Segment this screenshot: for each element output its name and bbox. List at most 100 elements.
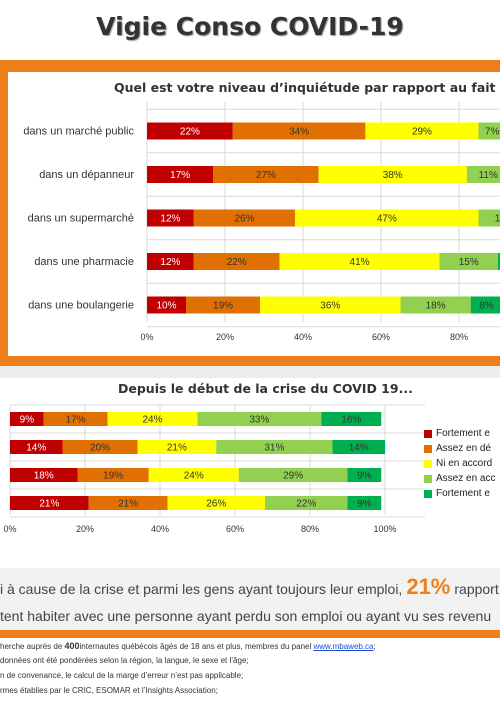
bar-segment — [478, 209, 500, 227]
data-label: 29% — [283, 471, 303, 482]
legend-item: Assez en acc — [424, 471, 500, 486]
bar-segment — [478, 122, 500, 140]
bar-segment — [347, 496, 382, 510]
footer-line-4: rmes établies par le CRIC, ESOMAR et l’I… — [0, 686, 218, 695]
x-tick-label: 0% — [140, 332, 153, 342]
x-tick-label: 60% — [226, 524, 244, 534]
bar-segment — [43, 412, 108, 426]
data-label: 18% — [34, 471, 54, 482]
bar-segment — [10, 468, 78, 482]
footer-text: herche auprès de — [0, 642, 63, 651]
summary-highlight: 21% — [406, 574, 451, 599]
data-label: 36% — [320, 301, 340, 312]
section-divider — [0, 366, 500, 378]
data-label: 19% — [213, 301, 233, 312]
page-title: Vigie Conso COVID-19 — [96, 12, 404, 41]
legend-swatch — [424, 474, 432, 483]
x-tick-label: 0% — [3, 524, 16, 534]
legend-label: Fortement e — [436, 488, 490, 499]
data-label: 8% — [479, 301, 494, 312]
orange-divider — [0, 630, 500, 638]
legend-item: Fortement e — [424, 426, 500, 441]
data-label: 16% — [341, 415, 361, 426]
summary-band: i à cause de la crise et parmi les gens … — [0, 568, 500, 630]
chart-legend: Fortement e Assez en dé Ni en accord Ass… — [424, 426, 500, 501]
bar-segment — [147, 253, 194, 270]
data-label: 22% — [227, 257, 247, 268]
bar-segment — [332, 440, 385, 454]
category-label: dans un marché public — [23, 126, 134, 138]
bar-segment — [148, 468, 239, 482]
legend-swatch — [424, 444, 432, 453]
bar-segment — [295, 209, 479, 227]
footer-text: internautes québécois âgés de 18 ans et … — [79, 642, 312, 651]
legend-item: Fortement e — [424, 486, 500, 501]
bar-segment — [88, 496, 168, 510]
x-tick-label: 60% — [372, 332, 390, 342]
data-label: 12% — [160, 214, 180, 225]
legend-swatch — [424, 429, 432, 438]
data-label: 10% — [156, 301, 176, 312]
data-label: 9% — [20, 415, 35, 426]
bar-segment — [347, 468, 382, 482]
data-label: 19% — [103, 471, 123, 482]
bar-segment — [365, 122, 479, 140]
summary-text: i à cause de la crise et parmi les gens … — [0, 581, 403, 597]
bar-segment — [147, 122, 233, 140]
data-label: 20% — [90, 443, 110, 454]
x-tick-label: 80% — [450, 332, 468, 342]
worry-chart-panel: Quel est votre niveau d’inquiétude par r… — [8, 72, 500, 356]
legend-label: Assez en dé — [436, 443, 492, 454]
methodology-footer: herche auprès de 400internautes québécoi… — [0, 638, 500, 720]
data-label: 7% — [485, 127, 500, 138]
category-label: dans une boulangerie — [28, 300, 134, 312]
data-label: 26% — [234, 214, 254, 225]
crisis-chart-panel: Depuis le début de la crise du COVID 19.… — [0, 378, 500, 568]
bar-segment — [10, 496, 89, 510]
data-label: 17% — [66, 415, 86, 426]
bar-segment — [10, 412, 44, 426]
data-label: 22% — [180, 127, 200, 138]
legend-swatch — [424, 459, 432, 468]
data-label: 27% — [256, 170, 276, 181]
bar-segment — [197, 412, 322, 426]
x-tick-label: 40% — [151, 524, 169, 534]
data-label: 12% — [160, 257, 180, 268]
bar-segment — [265, 496, 348, 510]
data-label: 29% — [412, 127, 432, 138]
footer-count: 400 — [64, 641, 80, 651]
data-label: 14% — [349, 443, 369, 454]
bar-segment — [213, 166, 319, 183]
data-label: 47% — [377, 214, 397, 225]
data-label: 21% — [167, 443, 187, 454]
category-label: dans une pharmacie — [34, 256, 134, 268]
x-tick-label: 40% — [294, 332, 312, 342]
summary-line-1: i à cause de la crise et parmi les gens … — [0, 574, 499, 600]
data-label: 9% — [357, 471, 372, 482]
bar-segment — [62, 440, 138, 454]
data-label: 17% — [170, 170, 190, 181]
footer-line-1: herche auprès de 400internautes québécoi… — [0, 641, 376, 651]
legend-item: Ni en accord — [424, 456, 500, 471]
panel-link[interactable]: www.mbaweb.ca — [313, 642, 374, 651]
category-label: dans un dépanneur — [39, 169, 134, 181]
bar-segment — [439, 253, 498, 270]
data-label: 21% — [118, 499, 138, 510]
bar-segment — [216, 440, 333, 454]
bar-segment — [107, 412, 198, 426]
footer-text: ; — [373, 642, 376, 651]
bar-segment — [321, 412, 382, 426]
bar-segment — [137, 440, 217, 454]
x-tick-label: 20% — [216, 332, 234, 342]
bar-segment — [232, 122, 366, 140]
x-tick-label: 20% — [76, 524, 94, 534]
summary-line-2: tent habiter avec une personne ayant per… — [0, 608, 492, 624]
bar-segment — [186, 296, 261, 314]
legend-label: Fortement e — [436, 428, 490, 439]
bar-segment — [147, 166, 214, 183]
data-label: 21% — [39, 499, 59, 510]
data-label: 18% — [426, 301, 446, 312]
legend-label: Assez en acc — [436, 473, 496, 484]
footer-line-3: n de convenance, le calcul de la marge d… — [0, 671, 244, 680]
bar-segment — [193, 209, 296, 227]
